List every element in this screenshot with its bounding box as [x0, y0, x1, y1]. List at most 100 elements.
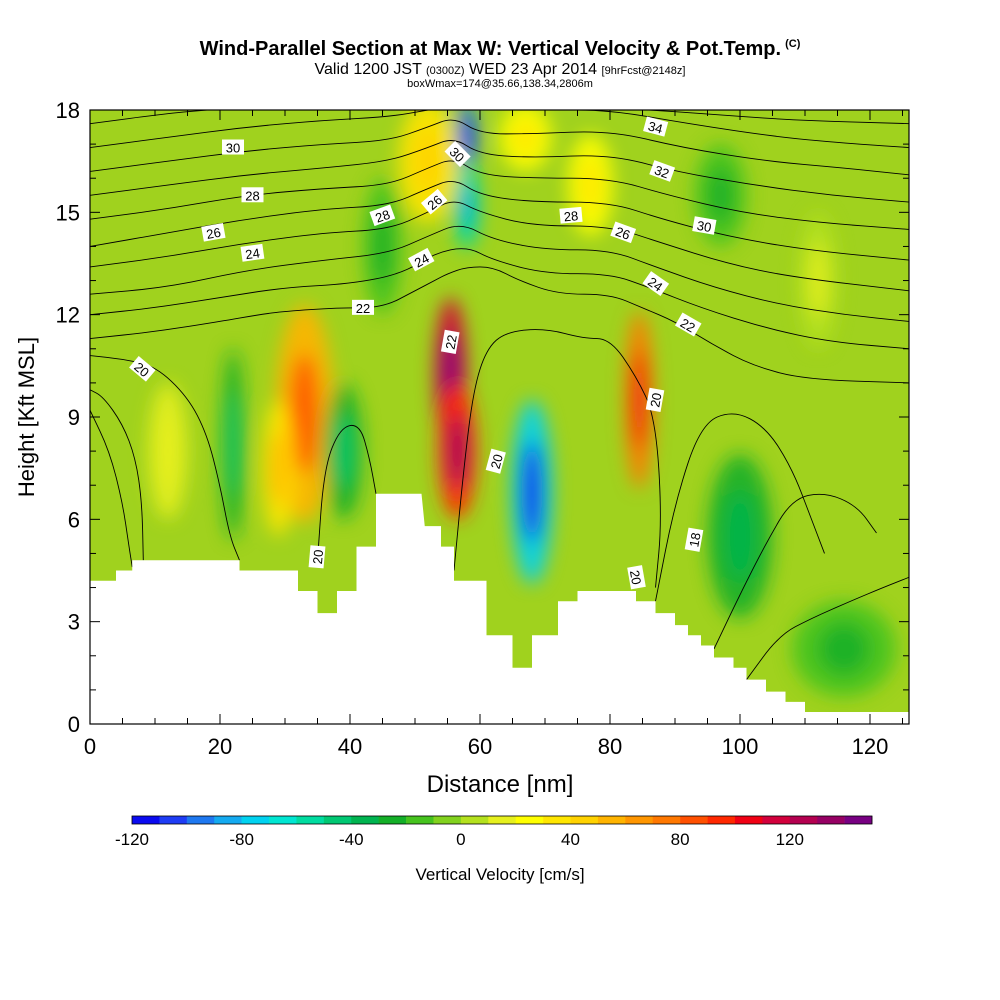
contour-label-text: 22 — [356, 301, 370, 316]
x-axis-label: Distance [nm] — [427, 771, 574, 798]
y-tick-label: 0 — [68, 712, 80, 737]
colorbar-swatch — [186, 816, 215, 824]
colorbar-swatch — [214, 816, 242, 824]
contour-label-text: 24 — [244, 245, 260, 262]
contour-label-text: 26 — [613, 224, 632, 243]
theta-contour — [453, 329, 661, 588]
contour-label: 20 — [308, 545, 326, 569]
theta-contour — [90, 110, 208, 125]
colorbar-swatch — [543, 816, 571, 824]
theta-contour — [713, 493, 877, 650]
contour-label: 24 — [642, 271, 670, 297]
w-cell-core — [707, 167, 734, 224]
w-cell-core — [723, 491, 757, 582]
colorbar-swatch — [132, 816, 160, 824]
contour-label-text: 28 — [373, 207, 392, 226]
y-tick-label: 9 — [68, 405, 80, 430]
x-tick-label: 120 — [852, 734, 889, 759]
w-cell-core — [579, 156, 602, 214]
contour-label-text: 32 — [652, 162, 671, 181]
contour-label-text: 34 — [646, 118, 664, 136]
contour-label-bg — [642, 271, 670, 297]
theta-contour — [655, 413, 825, 602]
contour-label: 18 — [684, 527, 704, 552]
x-tick-label: 100 — [722, 734, 759, 759]
colorbar: -120 -80 -40 0 40 80 120 — [115, 815, 873, 849]
colorbar-swatch — [680, 816, 708, 824]
theta-contour — [648, 110, 909, 125]
contour-label-bg — [420, 188, 448, 215]
contour-label: 22 — [674, 312, 702, 337]
x-tick-label: 60 — [468, 734, 492, 759]
contour-label: 20 — [129, 356, 156, 382]
contour-label: 34 — [643, 116, 669, 137]
theta-contour — [90, 355, 240, 561]
colorbar-tick-label: 40 — [561, 830, 580, 849]
colorbar-swatch — [597, 816, 626, 824]
contour-label-bg — [352, 299, 374, 315]
contour-label-text: 22 — [443, 334, 460, 351]
contour-label: 20 — [627, 565, 646, 590]
colorbar-swatch — [734, 816, 763, 824]
colorbar-swatch — [323, 816, 352, 824]
w-cell-core — [447, 413, 467, 489]
contour-label-bg — [674, 312, 702, 337]
w-cell-core — [289, 353, 320, 474]
contour-label-bg — [129, 356, 156, 382]
contour-label-bg — [241, 187, 264, 203]
contour-label-text: 30 — [226, 141, 240, 156]
contour-label: 20 — [645, 387, 665, 412]
y-tick-label: 6 — [68, 507, 80, 532]
colorbar-tick-label: -40 — [339, 830, 364, 849]
contour-label: 26 — [610, 221, 637, 244]
plot-area: 30 28 26 24 28 26 30 24 22 22 20 20 20 28 26 24 22 20 18 20… — [90, 110, 909, 724]
w-cell-core — [808, 243, 828, 319]
w-cell-core — [512, 118, 539, 157]
contour-label: 22 — [352, 299, 374, 316]
contour-label: 32 — [649, 160, 676, 182]
contour-label-bg — [645, 387, 665, 412]
w-cell-core — [158, 413, 178, 489]
w-cell-core — [333, 413, 354, 489]
colorbar-swatch — [159, 816, 188, 824]
theta-contour — [746, 576, 909, 680]
contour-label-text: 20 — [488, 453, 506, 471]
forecast-tag: [9hrFcst@2148z] — [601, 65, 686, 77]
terrain-mask — [90, 493, 909, 724]
contour-label: 22 — [440, 329, 460, 355]
contour-label-bg — [485, 448, 506, 474]
contour-label-bg — [559, 206, 583, 224]
copyright-mark: (C) — [785, 38, 801, 51]
colorbar-swatch — [433, 816, 462, 824]
colorbar-tick-label: -80 — [229, 830, 254, 849]
contour-label: 26 — [420, 188, 448, 215]
x-tick-label: 0 — [84, 734, 96, 759]
contour-label-text: 26 — [205, 225, 222, 242]
colorbar-tick-label: 120 — [776, 830, 804, 849]
contour-label-bg — [222, 139, 244, 155]
contour-label-bg — [408, 247, 435, 272]
colorbar-swatch — [460, 816, 489, 824]
colorbar-swatch — [707, 816, 736, 824]
w-cell-core — [521, 441, 543, 543]
theta-contour — [493, 110, 909, 148]
y-tick-label: 18 — [56, 98, 80, 123]
contour-label-bg — [201, 223, 226, 242]
colorbar-frame — [131, 815, 873, 825]
x-tick-label: 20 — [208, 734, 232, 759]
theta-contour — [90, 140, 909, 203]
theta-contour — [90, 389, 144, 561]
contour-label-text: 28 — [563, 208, 579, 224]
contour-label: 30 — [692, 216, 717, 235]
contour-label-text: 30 — [696, 218, 713, 235]
colorbar-swatch — [378, 816, 407, 824]
colorbar-swatch — [789, 816, 818, 824]
title-text: Wind-Parallel Section at Max W: Vertical… — [199, 38, 782, 60]
theta-contour — [90, 409, 133, 568]
contour-labels: 30 28 26 24 28 26 30 24 22 22 20 20 20 28 26 24 22 20 18 20… — [129, 116, 717, 590]
x-tick-label: 40 — [338, 734, 362, 759]
contour-label-bg — [308, 545, 326, 569]
contour-label-text: 24 — [645, 274, 665, 295]
colorbar-swatch — [844, 816, 873, 824]
